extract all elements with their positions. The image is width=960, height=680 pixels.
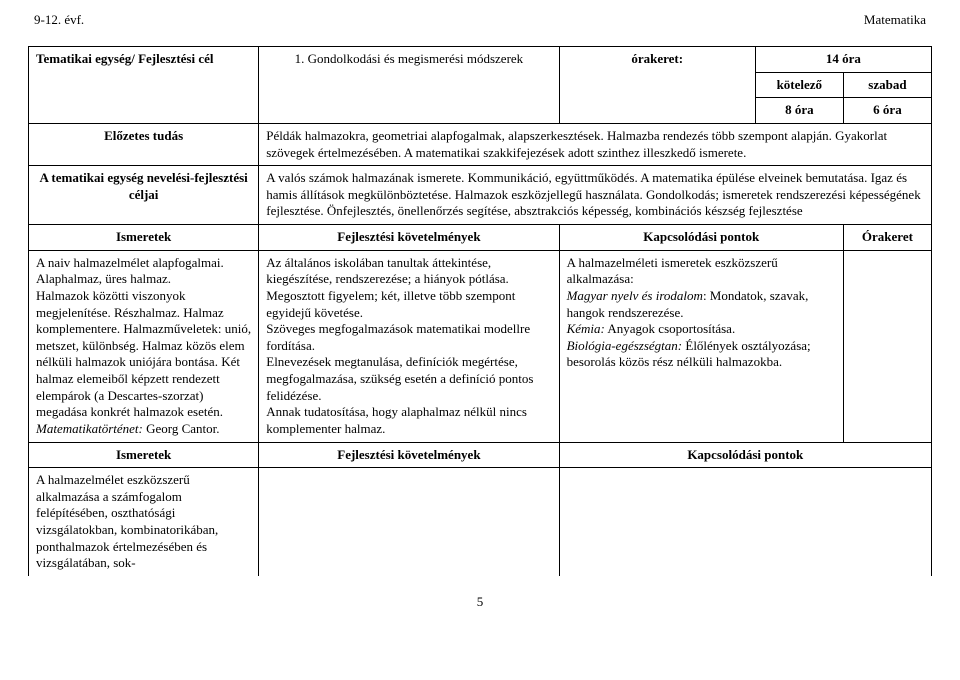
curriculum-table: Tematikai egység/ Fejlesztési cél 1. Gon… [28, 46, 932, 576]
unit-title-cell: Tematikai egység/ Fejlesztési cél [29, 47, 259, 124]
orakeret-label: órakeret: [631, 51, 683, 66]
kapcs-a: A halmazelméleti ismeretek eszközszerű a… [567, 255, 778, 287]
kotelezo-hdr: kötelező [755, 72, 843, 98]
orakeret-label-cell: órakeret: [559, 47, 755, 124]
unit-title: Tematikai egység/ Fejlesztési cél [36, 51, 214, 66]
hdr2-kapcsolodasi: Kapcsolódási pontok [559, 442, 931, 468]
fejlesztesi-body-2 [259, 468, 559, 576]
page-number: 5 [28, 594, 932, 610]
hdr2-ismeretek: Ismeretek [29, 442, 259, 468]
orakeret-body-1 [843, 250, 931, 442]
ism1-c: Matematikatörténet: [36, 421, 143, 436]
ism1-a: A naiv halmazelmélet alapfogalmai. Alaph… [36, 255, 224, 287]
elozetes-tudas-text: Példák halmazokra, geometriai alapfogalm… [259, 123, 932, 165]
nevelesi-cel-text: A valós számok halmazának ismerete. Komm… [259, 166, 932, 225]
total-hours-cell: 14 óra [755, 47, 931, 73]
unit-topic-cell: 1. Gondolkodási és megismerési módszerek [259, 47, 559, 124]
ismeretek-body-2: A halmazelmélet eszközszerű alkalmazása … [29, 468, 259, 576]
ismeretek-body-1: A naiv halmazelmélet alapfogalmai. Alaph… [29, 250, 259, 442]
grade-level: 9-12. évf. [34, 12, 84, 28]
kapcs-c-r: Anyagok csoportosítása. [605, 321, 735, 336]
hdr-kapcsolodasi: Kapcsolódási pontok [559, 225, 843, 251]
subject-name: Matematika [864, 12, 926, 28]
kotelezo-val: 8 óra [755, 98, 843, 124]
unit-topic: 1. Gondolkodási és megismerési módszerek [295, 51, 524, 66]
kapcsolodasi-body-1: A halmazelméleti ismeretek eszközszerű a… [559, 250, 843, 442]
hdr-orakeret: Órakeret [843, 225, 931, 251]
szabad-val: 6 óra [843, 98, 931, 124]
hdr2-fejlesztesi: Fejlesztési követelmények [259, 442, 559, 468]
hdr-fejlesztesi: Fejlesztési követelmények [259, 225, 559, 251]
kapcs-b-i: Magyar nyelv és irodalom [567, 288, 703, 303]
nevelesi-cel-label: A tematikai egység nevelési-fejlesztési … [29, 166, 259, 225]
kapcsolodasi-body-2 [559, 468, 931, 576]
fejlesztesi-body-1: Az általános iskolában tanultak áttekint… [259, 250, 559, 442]
szabad-hdr: szabad [843, 72, 931, 98]
ism1-c2: Georg Cantor. [143, 421, 220, 436]
hdr-ismeretek: Ismeretek [29, 225, 259, 251]
kapcs-c-i: Kémia: [567, 321, 605, 336]
elozetes-tudas-label: Előzetes tudás [29, 123, 259, 165]
ism1-b: Halmazok közötti viszonyok megjelenítése… [36, 288, 251, 419]
kapcs-d-i: Biológia-egészségtan: [567, 338, 683, 353]
total-hours: 14 óra [826, 51, 861, 66]
